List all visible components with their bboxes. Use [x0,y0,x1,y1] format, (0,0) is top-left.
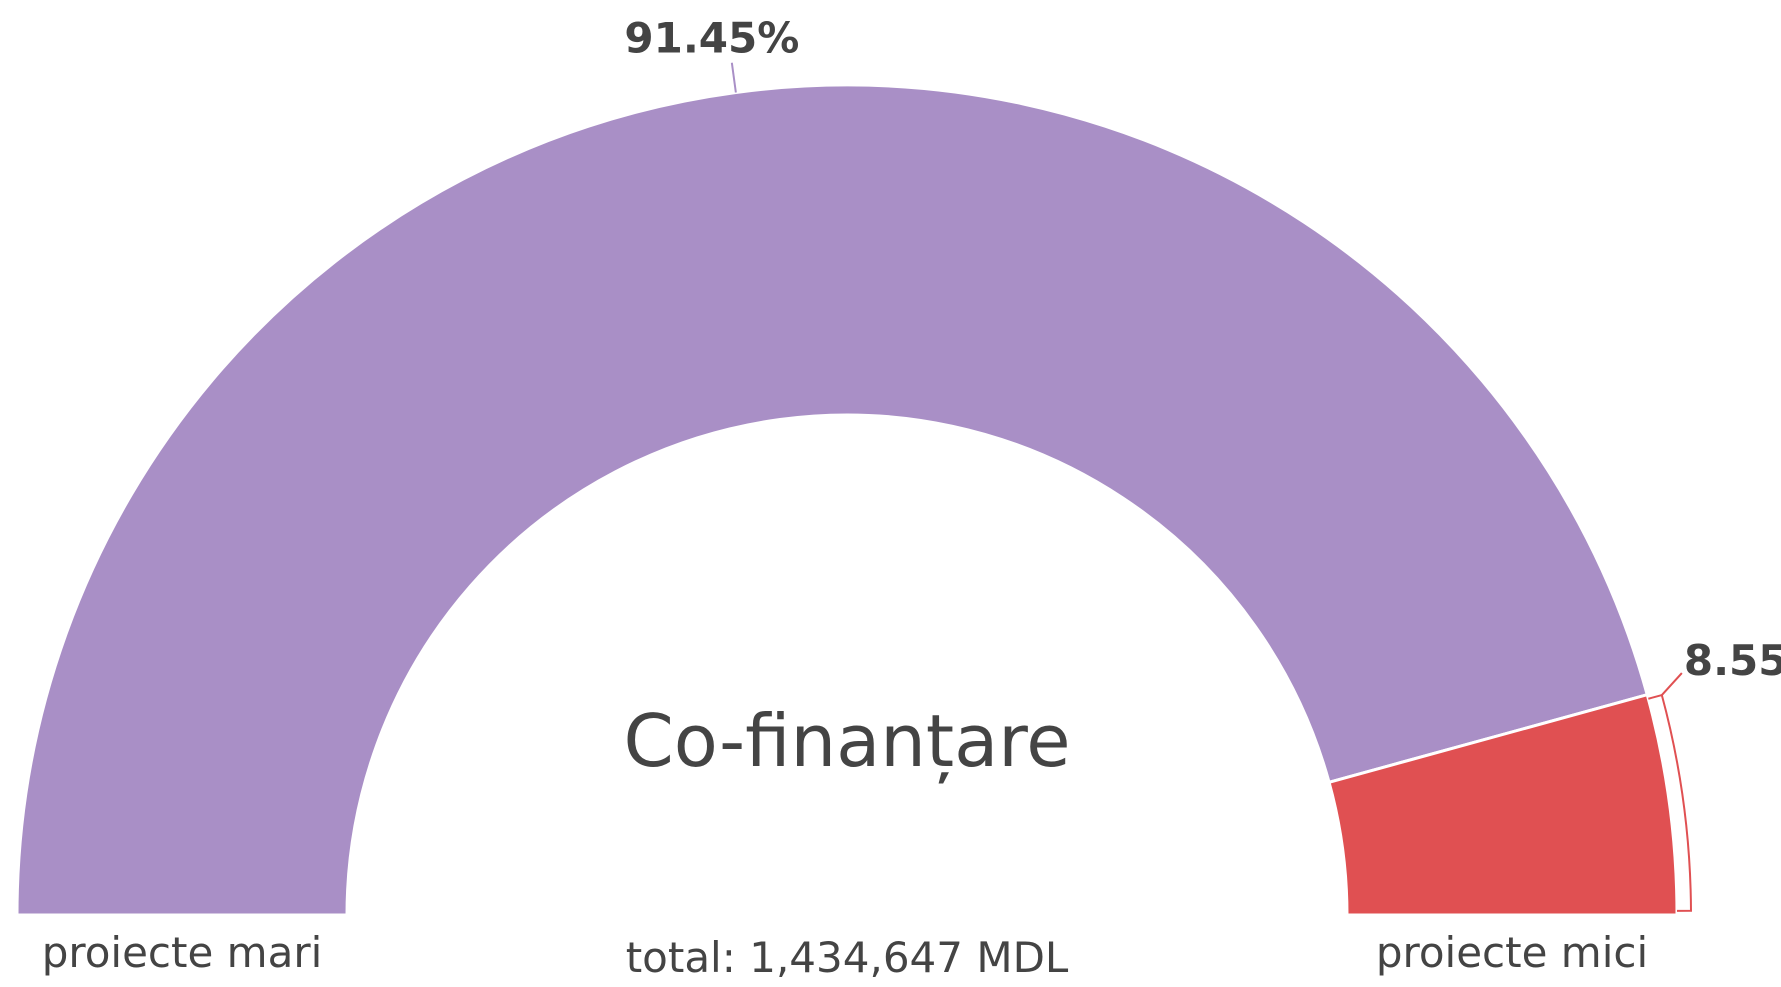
chart-title: Co-finanțare [623,699,1070,783]
category-label: proiecte mari [42,928,323,977]
bracket [1648,693,1692,912]
leader-line [730,62,737,93]
value-label: 8.55% [1684,636,1781,685]
slice [1327,692,1679,917]
category-label: proiecte mici [1376,928,1648,977]
value-label: 91.45% [624,14,799,63]
leader-line [1661,672,1683,696]
chart-subtitle: total: 1,434,647 MDL [626,933,1069,982]
slice [15,83,1650,917]
